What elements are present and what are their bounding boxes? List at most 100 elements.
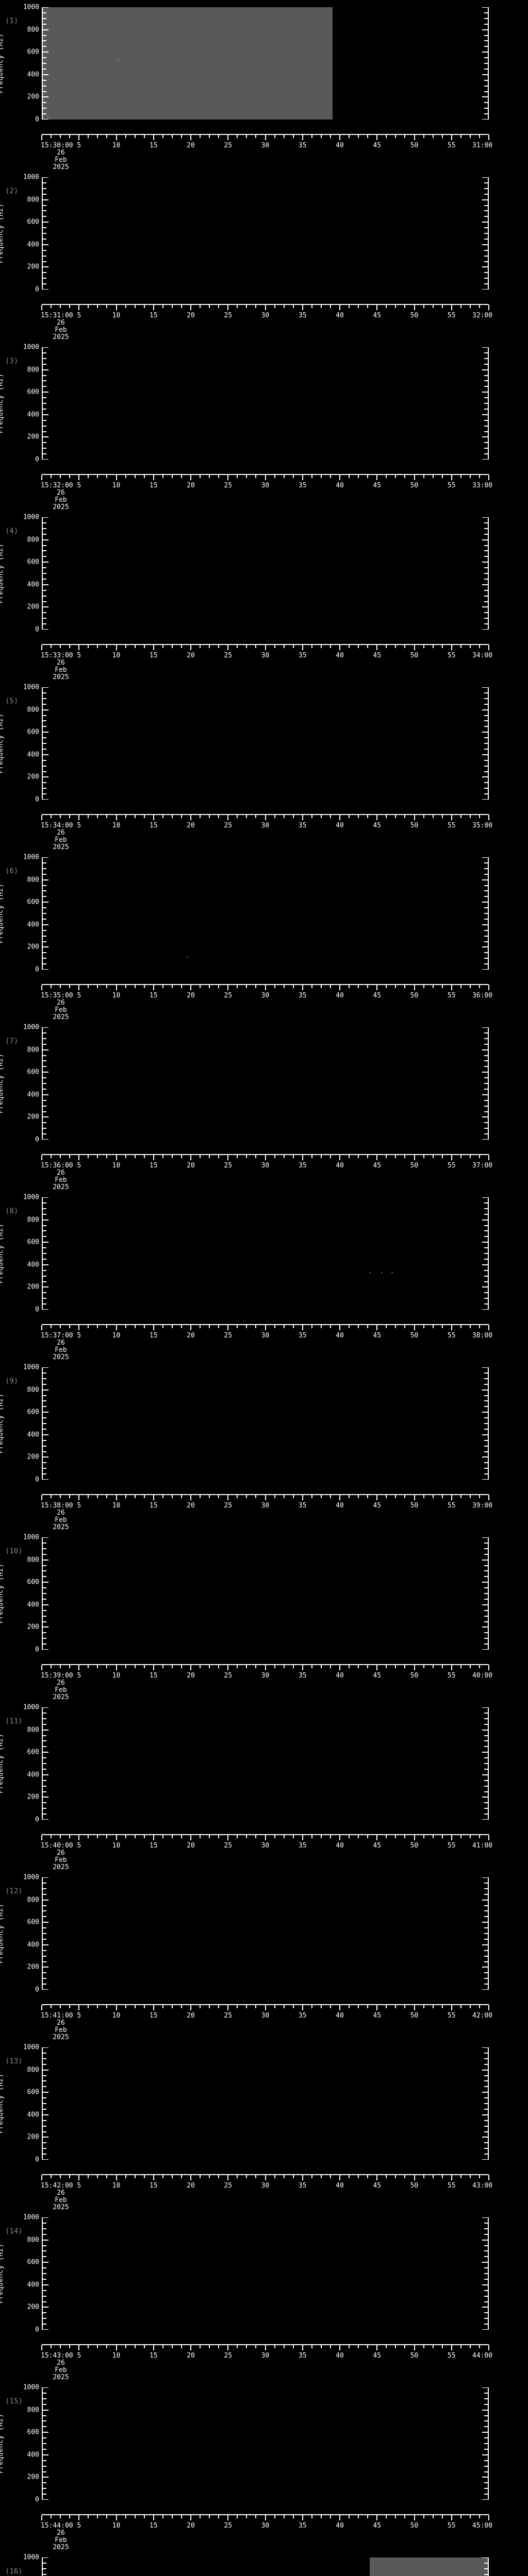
x-axis-tick [488, 2005, 489, 2010]
y-axis-spine-left [42, 2557, 43, 2576]
x-axis-tick [180, 1325, 182, 1328]
x-tick-label: 45 [373, 822, 382, 829]
x-axis-date-line: Feb [55, 836, 67, 844]
x-axis-tick [246, 815, 248, 818]
x-axis-tick [69, 645, 71, 648]
x-axis-tick [292, 1835, 294, 1838]
y-axis-tick [484, 425, 488, 427]
y-axis-tick [484, 188, 488, 189]
y-axis-tick [43, 414, 48, 415]
y-axis-tick [484, 182, 488, 183]
y-axis-tick [484, 1933, 488, 1934]
x-axis-tick [451, 2175, 452, 2180]
x-axis: 15:35:00 5 10 15 20 25 30 35 40 45 50 55 36:00 26 Feb 2… [41, 984, 492, 1021]
x-tick-label: 15 [149, 482, 158, 489]
y-axis-tick [484, 2103, 488, 2104]
y-axis-tick [43, 2290, 46, 2291]
y-axis-tick [43, 1219, 48, 1221]
x-axis-tick [116, 2515, 117, 2520]
x-axis-tick [265, 1835, 266, 1840]
x-tick-label: 30 [261, 1162, 270, 1170]
panel-8: (8) Frequency (Hz) 0 200 400 600 800 1000 15:37:… [0, 1193, 528, 1363]
y-axis-tick [484, 1621, 488, 1622]
y-axis-tick [484, 1735, 488, 1736]
y-axis-tick [484, 771, 488, 772]
x-axis-tick [209, 1325, 210, 1328]
x-tick-label: 50 [410, 1162, 419, 1170]
y-axis-tick [43, 1208, 46, 1209]
y-axis-tick [484, 1372, 488, 1374]
x-axis-tick [69, 1495, 71, 1498]
x-axis-tick [320, 1835, 322, 1838]
x-axis-tick [180, 475, 182, 478]
y-axis-tick [484, 556, 488, 557]
x-axis-tick [218, 815, 220, 818]
y-tick-label: 800 [27, 536, 39, 544]
y-axis-tick [482, 2307, 488, 2308]
x-axis-tick [292, 2515, 294, 2518]
y-axis-tick [484, 952, 488, 954]
x-axis-tick [180, 2175, 182, 2178]
x-axis-tick [88, 1495, 89, 1498]
y-axis-tick [43, 2392, 46, 2394]
y-axis-tick [43, 698, 46, 699]
x-axis-tick [451, 2005, 452, 2010]
data-point [117, 59, 119, 61]
y-axis-tick [484, 2245, 488, 2246]
y-axis-tick [43, 2324, 46, 2325]
y-tick-label: 0 [35, 1476, 39, 1484]
x-axis-tick [358, 815, 359, 818]
x-tick-label: 55 [447, 142, 456, 149]
y-axis-tick [484, 1230, 488, 1232]
y-axis-tick [482, 1559, 488, 1561]
plot-canvas [42, 857, 489, 970]
y-axis-tick [484, 703, 488, 705]
x-axis-line [42, 2174, 489, 2175]
y-axis-spine-left [42, 7, 43, 120]
x-axis-tick [255, 135, 257, 138]
x-axis-tick [255, 305, 257, 308]
y-axis-tick [43, 595, 46, 597]
x-tick-label: 55 [447, 992, 456, 999]
y-tick-label: 1000 [23, 2213, 39, 2222]
x-axis-tick [153, 135, 154, 140]
x-axis-tick [255, 1155, 257, 1158]
x-axis-tick [116, 1155, 117, 1160]
y-axis-tick [43, 1105, 46, 1107]
y-axis-tick [43, 1604, 48, 1605]
x-axis-tick [311, 1665, 312, 1668]
x-axis-tick [404, 645, 406, 648]
x-axis-tick [97, 135, 98, 138]
y-axis-tick [482, 177, 488, 178]
x-axis-date-line: 26 [57, 829, 65, 837]
y-axis-tick [482, 1944, 488, 1945]
x-tick-label: 30 [261, 652, 270, 659]
y-axis-tick [484, 2324, 488, 2325]
y-axis-tick [482, 1899, 488, 1901]
x-axis-tick [274, 1495, 275, 1498]
x-axis-tick [451, 305, 452, 310]
x-tick-label: 40 [336, 822, 344, 829]
y-axis-tick [43, 1723, 46, 1725]
x-axis-tick [488, 2515, 489, 2520]
y-axis-tick [43, 1417, 46, 1419]
x-tick-label: 35 [298, 822, 307, 829]
y-axis-tick [484, 1225, 488, 1226]
y-axis-tick [43, 244, 48, 245]
x-axis-tick [432, 135, 434, 138]
x-axis-tick [311, 475, 312, 478]
x-axis-tick [227, 2005, 229, 2010]
x-axis-tick [41, 1495, 42, 1500]
y-axis-tick [484, 278, 488, 279]
x-axis-tick [414, 1495, 415, 1500]
x-axis-tick [414, 2175, 415, 2180]
x-axis-tick [88, 1325, 89, 1328]
x-axis-tick [116, 135, 117, 140]
y-axis-tick [43, 2307, 48, 2308]
panel-index-label: (12) [5, 1887, 23, 1895]
x-tick-label: 43:00 [472, 2182, 493, 2190]
x-axis-tick [376, 1155, 378, 1160]
x-axis-tick [460, 2175, 461, 2178]
